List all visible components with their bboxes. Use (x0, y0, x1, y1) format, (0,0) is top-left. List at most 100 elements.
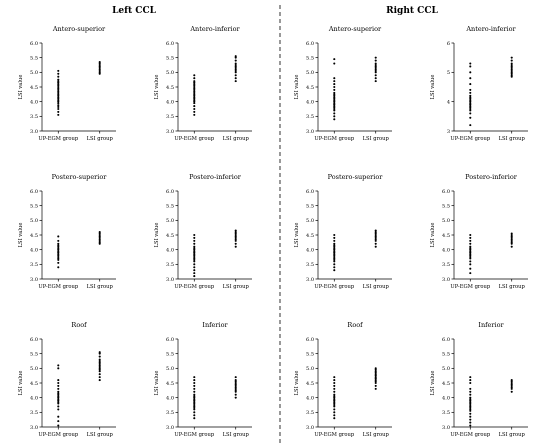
data-point (57, 247, 60, 250)
data-point (57, 93, 60, 96)
category-label: LSI group (363, 432, 390, 438)
data-point (333, 384, 336, 387)
y-tick-label: 4.5 (166, 233, 174, 239)
data-point (469, 102, 472, 105)
y-tick-label: 3.0 (306, 129, 314, 135)
panel-right-ccl-postero-superior: Postero-superior 3.0 3.5 4.0 4.5 5.0 5.5 6.0 LSI… (294, 173, 392, 290)
data-point (374, 368, 377, 371)
y-tick-label: 4.0 (166, 99, 174, 105)
data-point (98, 365, 101, 368)
data-point (333, 85, 336, 89)
data-point (57, 96, 60, 99)
y-tick-label: 4.5 (166, 85, 174, 91)
data-point (333, 80, 336, 83)
y-tick-label: 4.5 (306, 85, 314, 91)
y-tick-label: 3.5 (166, 262, 174, 268)
data-point (98, 72, 101, 75)
y-tick-label: 5.0 (30, 366, 38, 372)
data-point (469, 97, 472, 100)
data-point (374, 367, 377, 370)
data-point (333, 248, 336, 251)
category-label: UP-EGM group (174, 284, 214, 290)
y-tick-label: 6.0 (306, 337, 314, 343)
y-tick-label: 6.0 (306, 41, 314, 47)
data-point (469, 250, 472, 253)
data-point (193, 258, 196, 261)
y-tick-label: 5.0 (30, 70, 38, 76)
data-point (374, 236, 377, 239)
y-tick-label: 3.0 (30, 277, 38, 283)
data-point (234, 62, 237, 65)
data-point (57, 420, 60, 423)
y-tick-label: 3.5 (166, 114, 174, 120)
data-point (333, 94, 336, 97)
data-point (193, 80, 196, 83)
data-point (98, 364, 101, 367)
data-point (98, 71, 101, 74)
data-point (57, 393, 60, 396)
data-point (234, 63, 237, 67)
data-point (333, 77, 336, 80)
data-point (57, 255, 60, 259)
category-label: LSI group (499, 284, 526, 290)
data-point (333, 112, 336, 115)
data-point (510, 386, 513, 389)
data-point (234, 387, 237, 390)
data-point (193, 390, 196, 393)
data-point (333, 115, 336, 118)
y-axis-label: LSI value (294, 75, 300, 100)
category-label: UP-EGM group (174, 136, 214, 142)
data-point (510, 387, 513, 390)
data-point (234, 229, 237, 232)
data-point (333, 269, 336, 272)
data-point (193, 417, 196, 420)
data-point (193, 248, 196, 251)
y-tick-label: 3.0 (442, 277, 450, 283)
data-point (57, 257, 60, 260)
data-point (234, 242, 237, 245)
y-tick-label: 4.0 (30, 247, 38, 253)
data-point (193, 402, 196, 405)
y-axis-label: LSI value (294, 371, 300, 396)
data-point (469, 393, 472, 396)
data-point (57, 85, 60, 89)
panel-right-ccl-antero-inferior: Antero-inferior 3 4 5 6 LSI value UP-EGM group… (430, 25, 528, 142)
data-point (193, 96, 196, 99)
data-point (333, 244, 336, 247)
data-point (57, 242, 60, 245)
data-point (234, 71, 237, 74)
data-point (469, 253, 472, 256)
data-point (510, 72, 513, 75)
data-point (234, 231, 237, 234)
data-point (469, 77, 472, 80)
data-point (98, 352, 101, 355)
data-point (374, 373, 377, 376)
data-point (193, 414, 196, 417)
data-point (374, 71, 377, 74)
data-point (234, 235, 237, 238)
left-ccl-header: Left CCL (112, 6, 157, 16)
data-point (333, 58, 336, 61)
data-point (193, 381, 196, 385)
data-point (510, 66, 513, 69)
data-point (469, 257, 472, 260)
data-point (98, 359, 101, 363)
category-label: UP-EGM group (450, 136, 490, 142)
data-point (333, 253, 336, 256)
data-point (234, 236, 237, 239)
data-point (234, 383, 237, 386)
data-point (98, 239, 101, 242)
y-tick-label: 3.0 (30, 129, 38, 135)
data-point (193, 105, 196, 108)
panel-title: Inferior (202, 321, 228, 329)
data-point (57, 105, 60, 108)
data-point (469, 399, 472, 402)
panel-right-ccl-roof: Roof 3.0 3.5 4.0 4.5 5.0 5.5 6.0 LSI value UP-EGM… (294, 321, 392, 438)
panels: Antero-superior 3.0 3.5 4.0 4.5 5.0 5.5 6.0 LSI … (18, 25, 528, 438)
category-label: LSI group (223, 136, 250, 142)
data-point (193, 269, 196, 272)
data-point (374, 384, 377, 387)
panel-title: Antero-superior (52, 25, 106, 33)
data-point (57, 384, 60, 387)
data-point (57, 87, 60, 90)
